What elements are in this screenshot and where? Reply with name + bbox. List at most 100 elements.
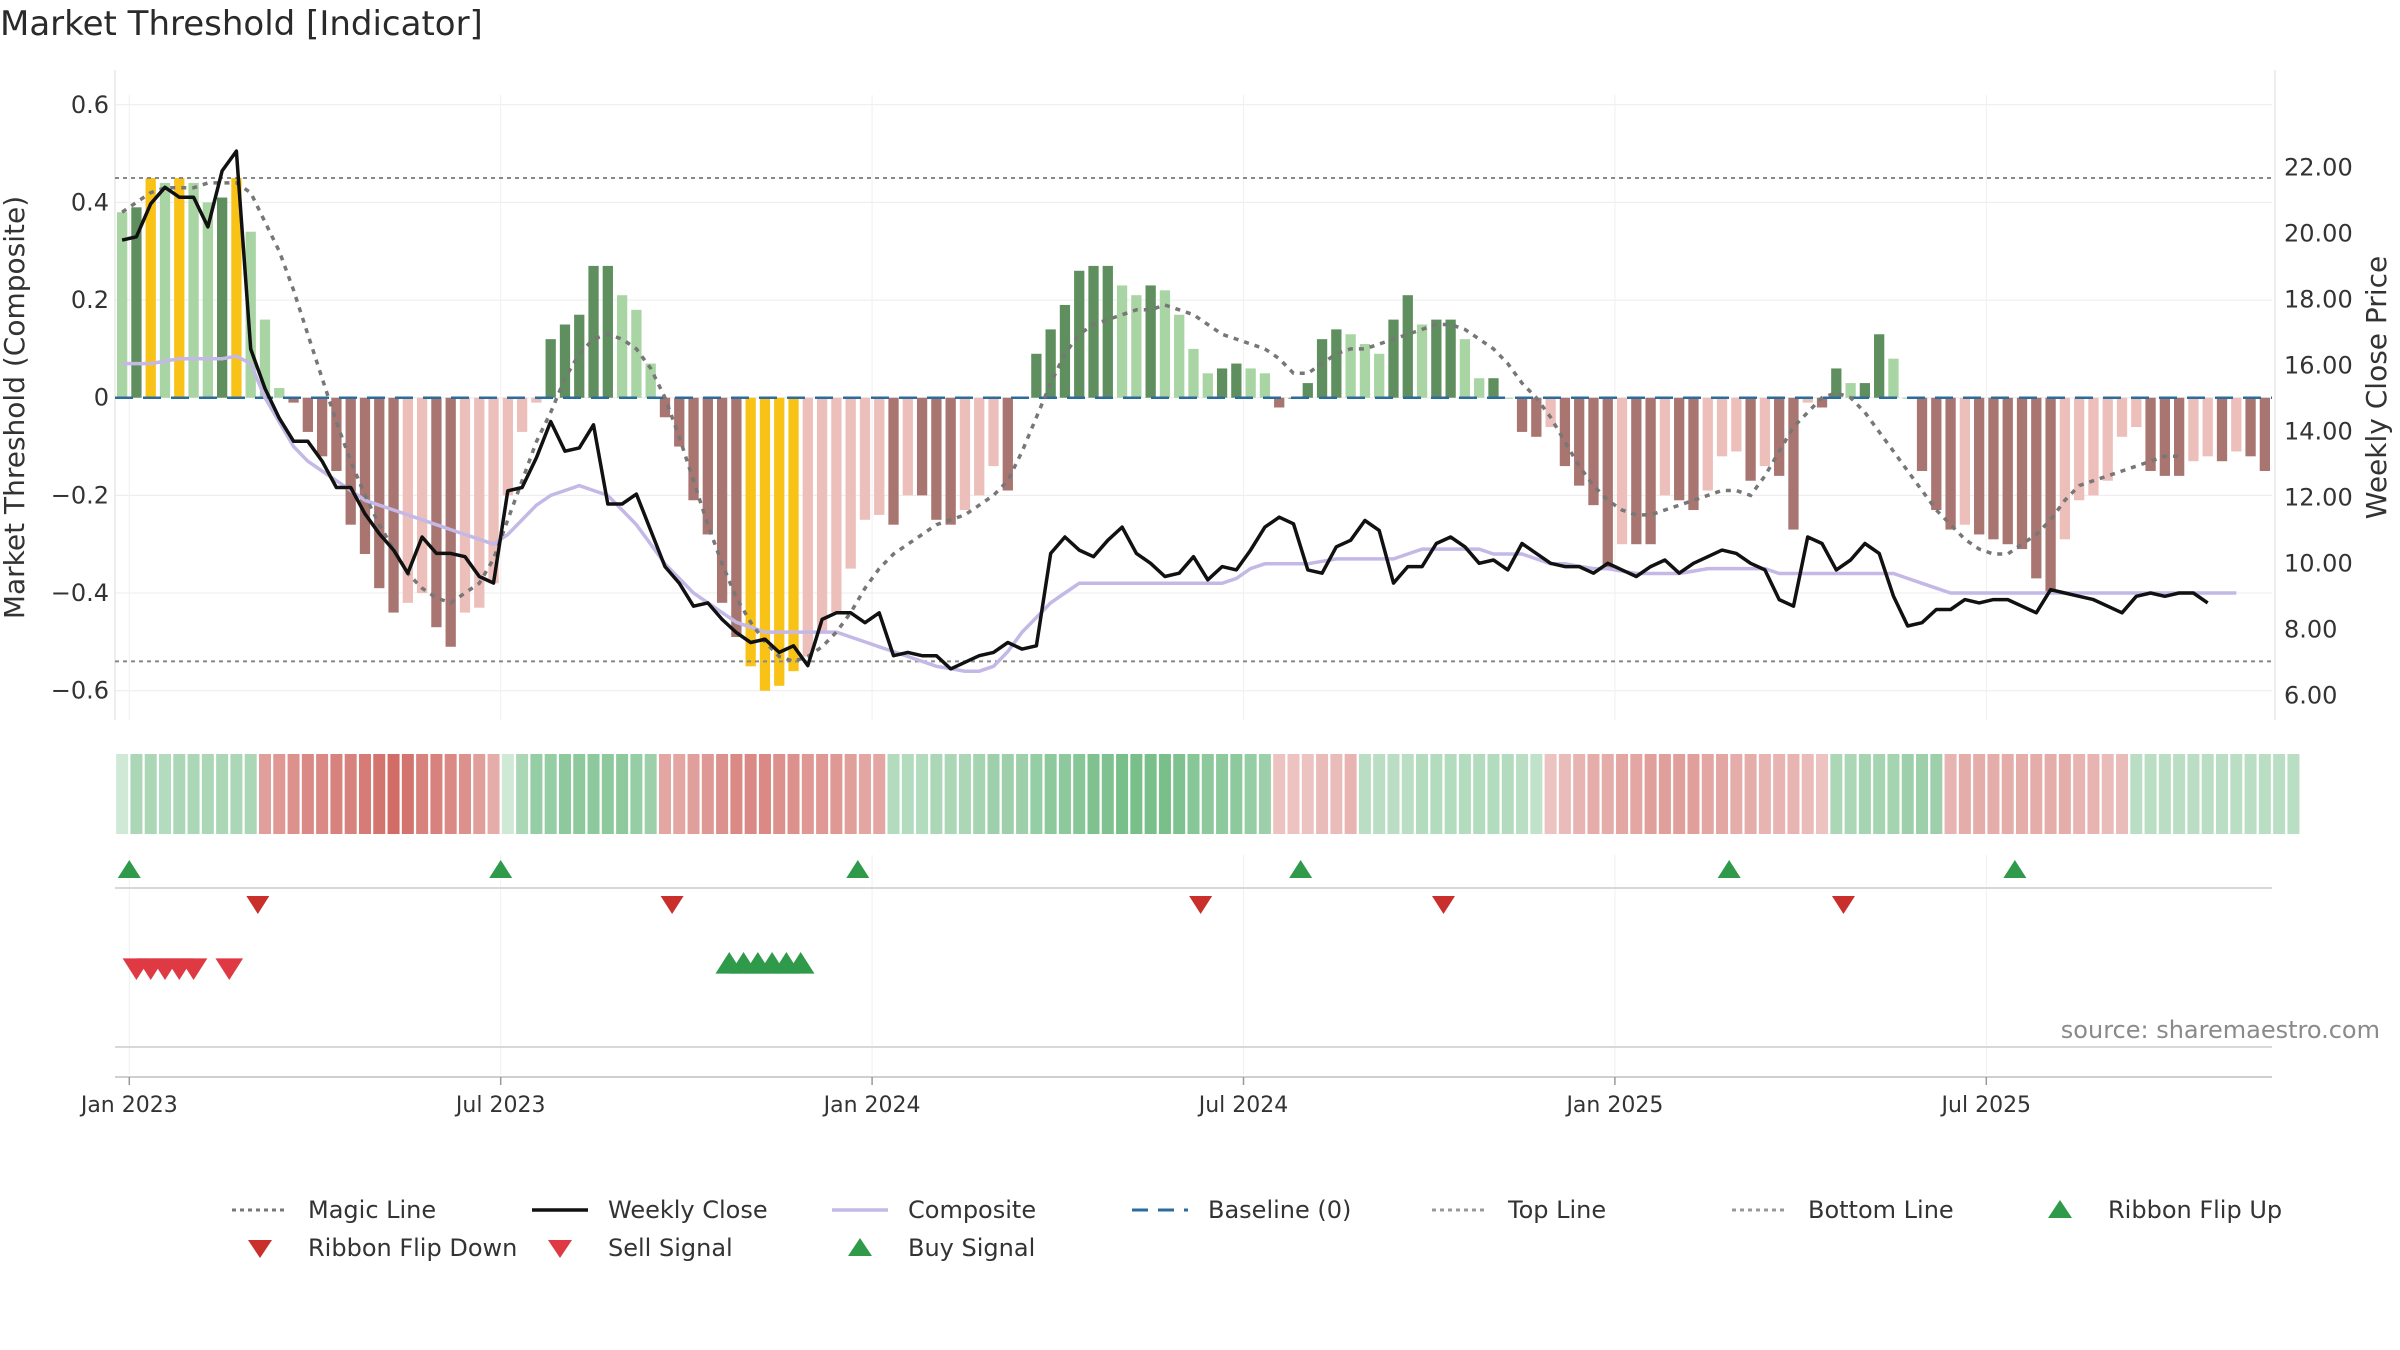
left-tick-label: 0.4 bbox=[71, 188, 109, 216]
ribbon-cell bbox=[1830, 754, 1843, 834]
ribbon-cell bbox=[858, 754, 871, 834]
legend-item: Baseline (0) bbox=[1130, 1196, 1351, 1224]
ribbon-cell bbox=[1844, 754, 1857, 834]
sell-signal-marker bbox=[215, 958, 244, 980]
legend-item: Top Line bbox=[1430, 1196, 1606, 1224]
ribbon-cell bbox=[1173, 754, 1186, 834]
right-axis-ticks: 22.00 20.00 18.00 16.00 14.00 12.00 10.00 8.00 6… bbox=[2284, 154, 2353, 710]
ribbon-cell bbox=[344, 754, 357, 834]
ribbon-cell bbox=[287, 754, 300, 834]
composite-bar bbox=[245, 231, 256, 398]
composite-bar bbox=[1116, 285, 1128, 398]
x-tick-label: Jul 2025 bbox=[1940, 1093, 2032, 1118]
chart-title: Market Threshold [Indicator] bbox=[0, 4, 483, 44]
ribbon-cell bbox=[2216, 754, 2229, 834]
ribbon-cell bbox=[2101, 754, 2114, 834]
ribbon-cell bbox=[1516, 754, 1529, 834]
composite-bar bbox=[1174, 314, 1185, 398]
ribbon-cell bbox=[230, 754, 243, 834]
composite-bar bbox=[759, 397, 771, 691]
composite-bar bbox=[459, 397, 471, 613]
composite-bar bbox=[1302, 383, 1313, 398]
composite-bar bbox=[1088, 265, 1099, 398]
composite-bar bbox=[1102, 265, 1113, 398]
ribbon-cell bbox=[773, 754, 786, 834]
magic-line bbox=[121, 181, 2180, 664]
composite-bar bbox=[659, 397, 671, 418]
composite-bar bbox=[1974, 397, 1985, 535]
ribbon-cell bbox=[1116, 754, 1129, 834]
composite-bar bbox=[1374, 353, 1385, 398]
composite-bar bbox=[959, 397, 971, 511]
composite-bar bbox=[1502, 397, 1513, 399]
left-axis-label: Market Threshold (Composite) bbox=[0, 196, 31, 619]
composite-bar bbox=[1788, 397, 1799, 530]
composite-bar bbox=[788, 397, 799, 672]
ribbon-cell bbox=[473, 754, 486, 834]
ribbon-flip-down-marker bbox=[1831, 896, 1855, 914]
composite-bar bbox=[1202, 373, 1213, 398]
ribbon-cell bbox=[1001, 754, 1014, 834]
ribbon-cell bbox=[901, 754, 914, 834]
ribbon-cell bbox=[1801, 754, 1814, 834]
composite-bar bbox=[1188, 348, 1199, 398]
ribbon-cell bbox=[944, 754, 957, 834]
legend-swatch bbox=[248, 1240, 272, 1258]
ribbon-flip-up-marker bbox=[2003, 860, 2027, 878]
composite-bar bbox=[2002, 397, 2013, 545]
ribbon-cell bbox=[1601, 754, 1614, 834]
ribbon-flip-up-marker bbox=[1717, 860, 1741, 878]
composite-bar bbox=[188, 182, 199, 398]
composite-bar bbox=[302, 397, 313, 432]
composite-bar bbox=[745, 397, 756, 667]
ribbon-cell bbox=[630, 754, 643, 834]
composite-bar bbox=[1359, 344, 1371, 398]
left-tick-label: −0.4 bbox=[51, 579, 109, 607]
ribbon-cell bbox=[1273, 754, 1286, 834]
ribbon-cell bbox=[873, 754, 886, 834]
legend-item: Sell Signal bbox=[530, 1234, 733, 1262]
composite-bar bbox=[974, 397, 985, 496]
legend-item: Buy Signal bbox=[830, 1234, 1035, 1262]
ribbon-cell bbox=[2016, 754, 2029, 834]
ribbon-cell bbox=[2044, 754, 2057, 834]
ribbon-flip-down-marker bbox=[246, 896, 270, 914]
right-tick-label: 22.00 bbox=[2284, 154, 2353, 182]
composite-bar bbox=[2131, 397, 2142, 428]
ribbon-flip-up-marker bbox=[1289, 860, 1313, 878]
ribbon-cell bbox=[458, 754, 471, 834]
left-tick-label: 0.6 bbox=[71, 91, 109, 119]
ribbon-cell bbox=[1473, 754, 1486, 834]
ribbon-cell bbox=[1501, 754, 1514, 834]
composite-bar bbox=[288, 397, 299, 403]
right-tick-label: 16.00 bbox=[2284, 351, 2353, 379]
ribbon-cell bbox=[1401, 754, 1414, 834]
composite-bar bbox=[1874, 334, 1885, 398]
ribbon-cell bbox=[1687, 754, 1700, 834]
legend-item: Weekly Close bbox=[530, 1196, 768, 1224]
composite-bar bbox=[902, 397, 913, 496]
composite-bar bbox=[1074, 270, 1085, 398]
sell-signal-marker bbox=[179, 958, 208, 980]
composite-bar bbox=[2045, 397, 2056, 594]
composite-bar bbox=[202, 202, 213, 398]
ribbon-cell bbox=[273, 754, 286, 834]
ribbon-cell bbox=[1787, 754, 1800, 834]
composite-bar bbox=[1002, 397, 1013, 491]
composite-bar bbox=[1845, 383, 1856, 398]
ribbon-cell bbox=[2058, 754, 2071, 834]
ribbon-cell bbox=[1644, 754, 1657, 834]
legend-swatch bbox=[1132, 1208, 1188, 1212]
ribbon-cell bbox=[1701, 754, 1714, 834]
ribbon-cell bbox=[516, 754, 529, 834]
ribbon-flip-down-marker bbox=[660, 896, 684, 914]
composite-bar bbox=[2174, 397, 2185, 476]
ribbon-cell bbox=[401, 754, 414, 834]
ribbon-cell bbox=[530, 754, 543, 834]
ribbon-cell bbox=[1873, 754, 1886, 834]
composite-bar bbox=[2016, 397, 2028, 550]
ribbon-cell bbox=[1387, 754, 1400, 834]
ribbon-flip-down-marker bbox=[1189, 896, 1213, 914]
composite-bar bbox=[1316, 339, 1328, 398]
ribbon-cell bbox=[701, 754, 714, 834]
